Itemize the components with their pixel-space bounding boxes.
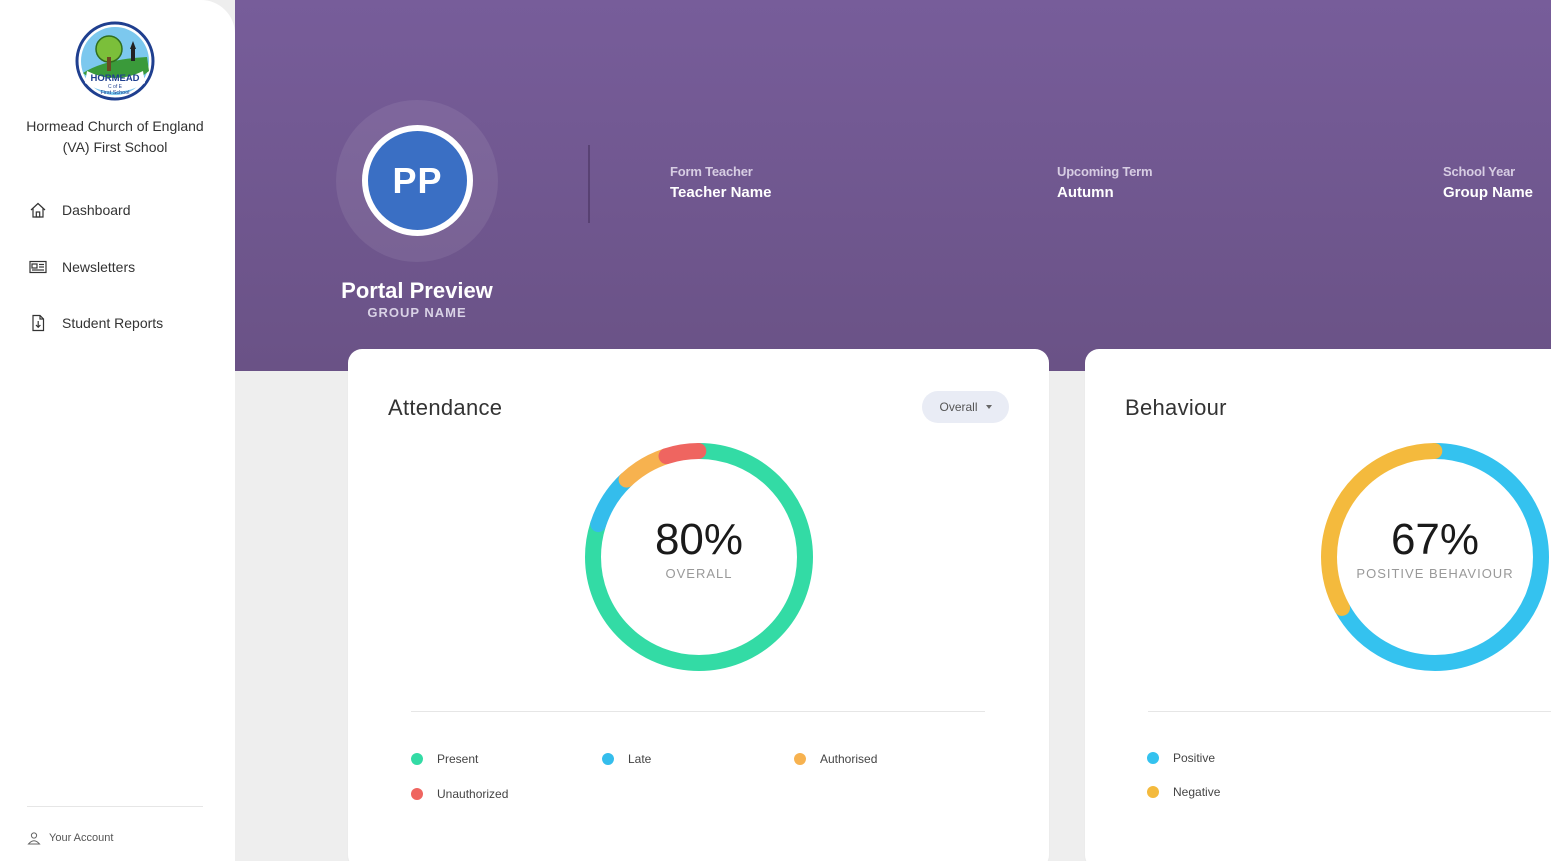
- avatar: PP: [362, 125, 473, 236]
- legend-label-present: Present: [437, 752, 479, 766]
- svg-text:C of E: C of E: [108, 84, 123, 90]
- header-separator: [588, 145, 590, 223]
- form-teacher-label: Form Teacher: [670, 164, 753, 179]
- nav-item-newsletters[interactable]: Newsletters: [28, 255, 135, 279]
- sidebar-divider: [27, 806, 203, 807]
- legend-item-positive: Positive: [1147, 751, 1215, 765]
- legend-label-negative: Negative: [1173, 785, 1221, 799]
- school-logo: HORMEAD C of E First School: [75, 21, 155, 101]
- attendance-donut-chart: 80% OVERALL: [585, 443, 813, 671]
- behaviour-title: Behaviour: [1125, 395, 1227, 420]
- legend-label-positive: Positive: [1173, 751, 1216, 765]
- legend-label-unauthorized: Unauthorized: [437, 787, 509, 801]
- dropdown-label: Overall: [939, 400, 978, 414]
- legend-dot-positive: [1147, 752, 1159, 764]
- legend-item-negative: Negative: [1147, 785, 1220, 799]
- legend-dot-late: [602, 753, 614, 765]
- legend-item-present: Present: [411, 752, 478, 766]
- svg-text:HORMEAD: HORMEAD: [90, 73, 139, 84]
- nav-label-student-reports: Student Reports: [62, 315, 164, 331]
- attendance-card: Attendance Overall 80% OVERALL Present La…: [348, 349, 1049, 861]
- behaviour-center-value: 67%: [1391, 515, 1479, 564]
- donut-slice-negative: [1321, 443, 1549, 671]
- attendance-title: Attendance: [388, 395, 503, 420]
- school-name: Hormead Church of England (VA) First Sch…: [15, 116, 215, 158]
- legend-dot-unauthorized: [411, 788, 423, 800]
- upcoming-term-label: Upcoming Term: [1057, 164, 1153, 179]
- nav-label-dashboard: Dashboard: [62, 202, 131, 218]
- school-year-info: School Year Group Name: [1443, 164, 1533, 201]
- legend-label-late: Late: [628, 752, 652, 766]
- school-year-value: Group Name: [1443, 184, 1534, 201]
- user-icon: [26, 830, 42, 846]
- home-icon: [28, 200, 48, 220]
- legend-dot-authorised: [794, 753, 806, 765]
- attendance-period-dropdown[interactable]: Overall: [922, 391, 1009, 423]
- nav-item-student-reports[interactable]: Student Reports: [28, 311, 163, 335]
- sidebar: HORMEAD C of E First School Hormead Chur…: [0, 0, 235, 861]
- attendance-center-label: OVERALL: [666, 566, 733, 581]
- legend-dot-present: [411, 753, 423, 765]
- form-teacher-info: Form Teacher Teacher Name: [670, 164, 771, 201]
- upcoming-term-info: Upcoming Term Autumn: [1057, 164, 1153, 201]
- nav-item-dashboard[interactable]: Dashboard: [28, 198, 131, 222]
- your-account-label: Your Account: [49, 832, 114, 844]
- attendance-center-value: 80%: [655, 515, 743, 564]
- profile-group: GROUP NAME: [367, 305, 467, 320]
- svg-text:First School: First School: [100, 90, 129, 96]
- school-name-line1: Hormead Church of England: [26, 118, 204, 134]
- legend-label-authorised: Authorised: [820, 752, 878, 766]
- report-download-icon: [28, 313, 48, 333]
- chevron-down-icon: [985, 405, 992, 409]
- newspaper-icon: [28, 257, 48, 277]
- your-account-link[interactable]: Your Account: [26, 830, 113, 846]
- legend-dot-negative: [1147, 786, 1159, 798]
- legend-item-authorised: Authorised: [794, 752, 877, 766]
- legend-item-late: Late: [602, 752, 651, 766]
- behaviour-center-label: POSITIVE BEHAVIOUR: [1356, 566, 1513, 581]
- nav-label-newsletters: Newsletters: [62, 259, 136, 275]
- form-teacher-value: Teacher Name: [670, 184, 772, 201]
- profile-name: Portal Preview: [341, 278, 493, 303]
- legend-item-unauthorized: Unauthorized: [411, 787, 508, 801]
- upcoming-term-value: Autumn: [1057, 184, 1114, 201]
- behaviour-card: Behaviour 67% POSITIVE BEHAVIOUR Positiv…: [1085, 349, 1551, 861]
- school-year-label: School Year: [1443, 164, 1515, 179]
- school-name-line2: (VA) First School: [62, 139, 168, 155]
- donut-slice-unauthorized: [585, 443, 813, 671]
- attendance-divider: [411, 711, 985, 712]
- behaviour-donut-chart: 67% POSITIVE BEHAVIOUR: [1321, 443, 1549, 671]
- behaviour-divider: [1148, 711, 1551, 712]
